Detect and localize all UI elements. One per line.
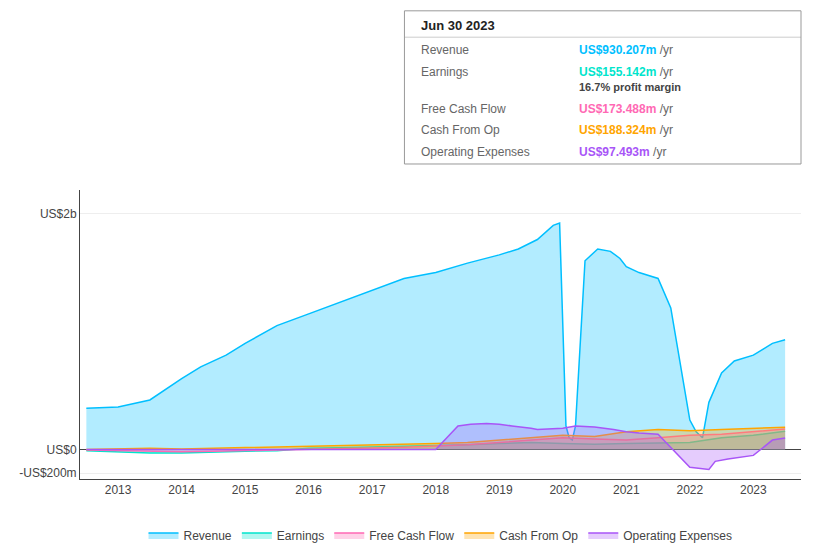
svg-text:2013: 2013 <box>105 483 132 497</box>
svg-text:Earnings: Earnings <box>421 65 468 79</box>
svg-text:16.7% profit margin: 16.7% profit margin <box>579 81 681 93</box>
svg-text:US$2b: US$2b <box>40 207 77 221</box>
svg-text:Operating Expenses: Operating Expenses <box>421 145 530 159</box>
svg-text:2020: 2020 <box>549 483 576 497</box>
svg-text:2014: 2014 <box>168 483 195 497</box>
svg-text:Free Cash Flow: Free Cash Flow <box>421 102 506 116</box>
svg-text:2016: 2016 <box>295 483 322 497</box>
svg-text:US$930.207m /yr: US$930.207m /yr <box>579 43 673 57</box>
svg-text:2017: 2017 <box>359 483 386 497</box>
svg-text:2015: 2015 <box>232 483 259 497</box>
svg-text:US$155.142m /yr: US$155.142m /yr <box>579 65 673 79</box>
svg-text:Cash From Op: Cash From Op <box>499 529 578 543</box>
svg-text:US$97.493m /yr: US$97.493m /yr <box>579 145 666 159</box>
svg-text:2023: 2023 <box>740 483 767 497</box>
svg-text:Revenue: Revenue <box>184 529 232 543</box>
svg-text:Jun 30 2023: Jun 30 2023 <box>421 18 495 33</box>
svg-text:US$188.324m /yr: US$188.324m /yr <box>579 123 673 137</box>
svg-text:US$0: US$0 <box>47 443 77 457</box>
svg-text:2021: 2021 <box>613 483 640 497</box>
svg-text:Revenue: Revenue <box>421 43 469 57</box>
svg-text:2018: 2018 <box>422 483 449 497</box>
svg-text:US$173.488m /yr: US$173.488m /yr <box>579 102 673 116</box>
svg-text:-US$200m: -US$200m <box>19 466 76 480</box>
svg-text:2022: 2022 <box>676 483 703 497</box>
svg-text:Operating Expenses: Operating Expenses <box>623 529 732 543</box>
svg-text:Free Cash Flow: Free Cash Flow <box>369 529 454 543</box>
svg-text:Earnings: Earnings <box>277 529 324 543</box>
svg-text:2019: 2019 <box>486 483 513 497</box>
svg-text:Cash From Op: Cash From Op <box>421 123 500 137</box>
